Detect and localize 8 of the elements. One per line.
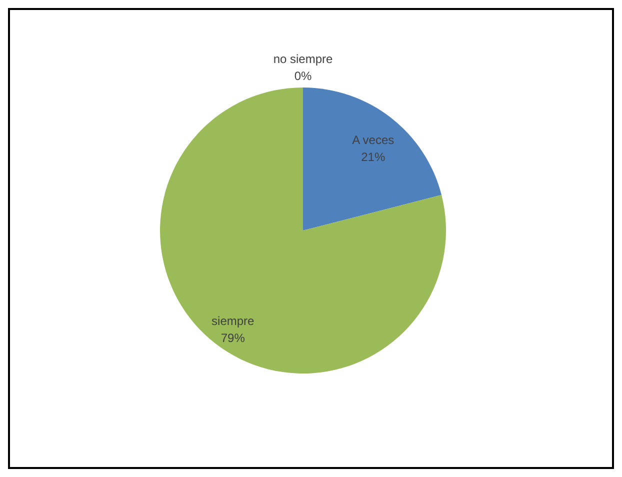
data-label: 21% bbox=[361, 150, 386, 164]
pie-slice bbox=[160, 88, 446, 374]
data-label: 79% bbox=[220, 330, 246, 345]
text: 0% bbox=[294, 68, 312, 83]
pie-slice bbox=[303, 88, 442, 230]
category-label: no siempre bbox=[273, 52, 333, 66]
slice-label: A veces bbox=[352, 133, 394, 148]
slice-label: siempre bbox=[212, 314, 255, 328]
